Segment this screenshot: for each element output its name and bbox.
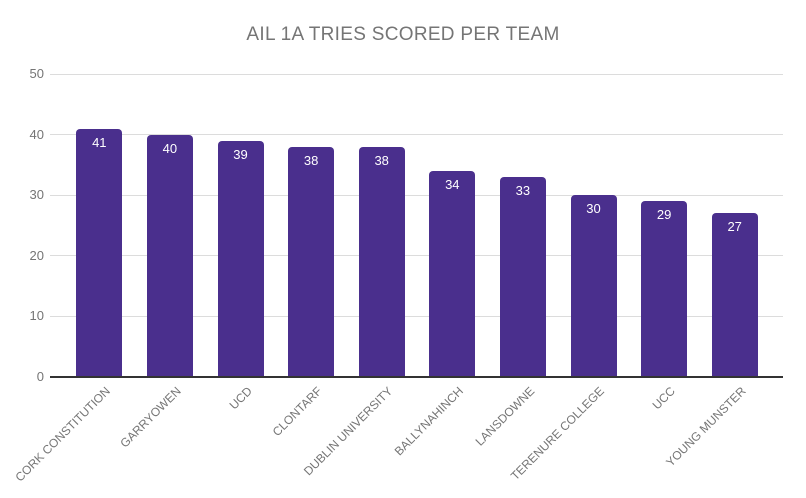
bar-value-label: 34 — [445, 176, 460, 192]
y-axis-tick-label: 10 — [29, 308, 44, 324]
bar[interactable]: 41 — [76, 128, 123, 377]
bar[interactable]: 29 — [641, 201, 688, 377]
gridline — [50, 73, 783, 75]
x-axis-label: YOUNG MUNSTER — [663, 384, 749, 470]
y-axis-tick-label: 50 — [29, 66, 44, 81]
x-axis-label: BALLYNAHINCH — [391, 384, 467, 459]
bar-value-label: 33 — [515, 183, 531, 199]
x-axis-baseline — [50, 376, 783, 378]
bar[interactable]: 39 — [217, 140, 264, 377]
gridline — [50, 315, 783, 317]
x-axis-label: UCC — [649, 384, 679, 413]
bar[interactable]: 38 — [358, 146, 405, 377]
gridline — [50, 134, 783, 136]
gridline — [50, 194, 783, 196]
bar-value-label: 27 — [727, 219, 742, 235]
x-axis-label: CORK CONSTITUTION — [12, 384, 114, 485]
bar-value-label: 41 — [92, 134, 107, 150]
bar[interactable]: 34 — [429, 170, 476, 377]
y-axis-tick-label: 30 — [29, 187, 44, 203]
chart-title: AIL 1A TRIES SCORED PER TEAM — [246, 24, 560, 45]
y-axis-tick-label: 20 — [29, 247, 44, 263]
gridline — [50, 255, 783, 257]
bar[interactable]: 33 — [499, 177, 546, 377]
y-axis-tick-label: 40 — [29, 126, 44, 142]
bar[interactable]: 38 — [288, 146, 335, 377]
bar-value-label: 40 — [162, 140, 178, 156]
bar[interactable]: 27 — [711, 213, 758, 377]
bar[interactable]: 40 — [146, 134, 193, 377]
bar-value-label: 38 — [374, 152, 389, 168]
x-axis-label: LANSDOWNE — [472, 384, 537, 449]
bar-value-label: 38 — [303, 152, 319, 168]
bar[interactable]: 30 — [570, 195, 617, 377]
bar-value-label: 39 — [233, 146, 248, 162]
x-axis-label: CLONTARF — [270, 384, 326, 439]
bar-value-label: 30 — [586, 201, 601, 217]
x-axis-label: GARRYOWEN — [117, 384, 184, 451]
x-axis-label: UCD — [226, 384, 255, 413]
bar-value-label: 29 — [656, 207, 672, 223]
y-axis-tick-label: 0 — [36, 369, 44, 384]
